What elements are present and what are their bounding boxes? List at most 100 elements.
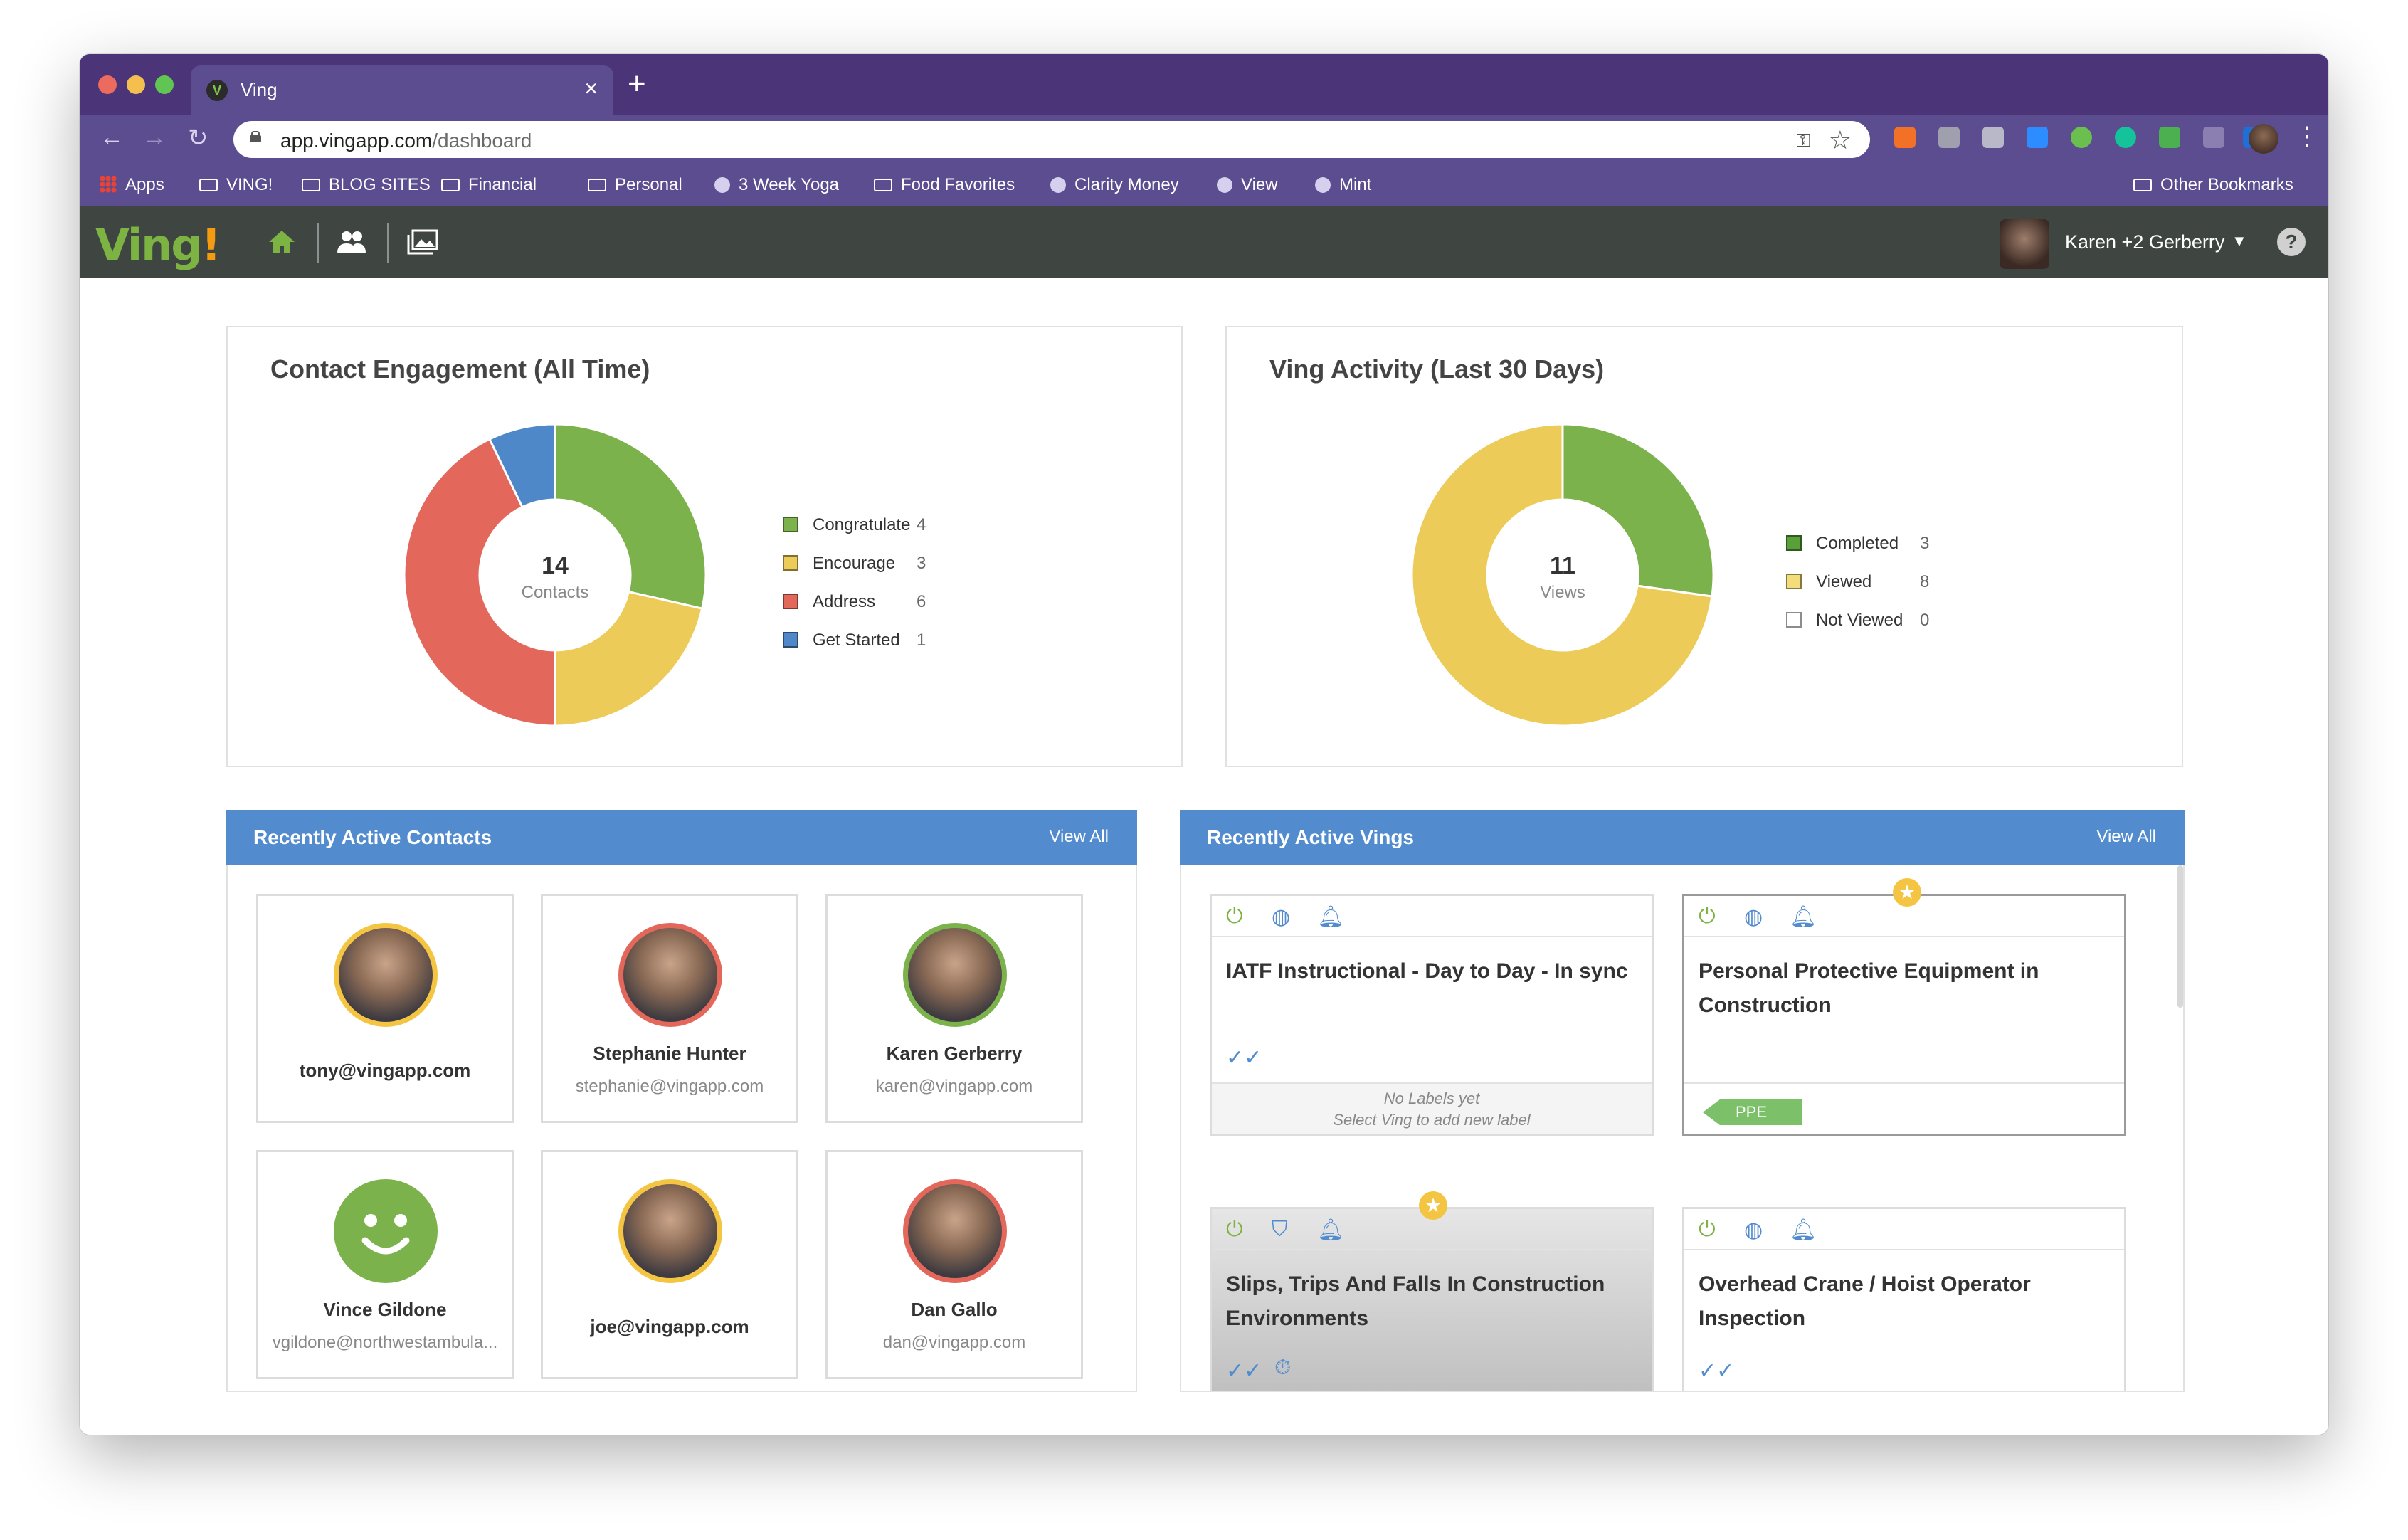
contact-card[interactable]: Dan Gallo dan@vingapp.com [825,1150,1083,1379]
contacts-icon[interactable] [336,228,367,256]
forward-arrow-icon[interactable]: → [142,124,167,151]
bookmark-food-favorites[interactable]: Food Favorites [874,175,1015,195]
chevron-down-icon[interactable]: ▼ [2232,232,2247,250]
help-icon[interactable]: ? [2277,228,2306,256]
ppe-label-tag[interactable]: PPE [1703,1099,1802,1125]
hubspot-sales-extension-icon[interactable] [2203,127,2224,148]
contact-email: joe@vingapp.com [590,1316,749,1337]
close-tab-icon[interactable]: × [584,75,598,101]
home-icon[interactable] [266,228,297,256]
divider [1212,1249,1652,1250]
gallery-icon[interactable] [407,228,438,256]
contact-email: dan@vingapp.com [882,1333,1026,1352]
activity-slice-viewed[interactable] [1410,423,1713,727]
legend-label: Address [813,592,876,611]
tab-title: Ving [241,79,278,100]
hubspot-extension-icon[interactable] [1894,127,1916,148]
back-arrow-icon[interactable]: ← [100,124,124,151]
contact-card[interactable]: joe@vingapp.com [541,1150,798,1379]
power-icon: ⏻ [1226,1218,1243,1241]
user-name[interactable]: Karen +2 Gerberry [2065,231,2225,253]
contact-email: stephanie@vingapp.com [575,1077,764,1096]
divider [1684,1082,2124,1084]
apps-grid-icon [100,176,117,193]
reload-icon[interactable]: ↻ [188,125,208,152]
bookmark-blog-sites[interactable]: BLOG SITES [302,175,431,195]
bookmark-star-icon[interactable]: ☆ [1828,125,1852,154]
nav-divider [387,223,389,263]
ving-card[interactable]: ⏻ ◍ 🔔︎ Overhead Crane / Hoist Operator I… [1682,1207,2126,1391]
smiley-avatar-icon [334,1179,438,1283]
legend-swatch [1786,612,1802,628]
engagement-slice-encourage[interactable] [554,590,704,727]
contacts-view-all-link[interactable]: View All [1049,827,1109,846]
profile-avatar[interactable] [2249,124,2278,154]
legend-swatch [1786,574,1802,589]
recent-vings-list: ⏻ ◍ 🔔︎ IATF Instructional - Day to Day -… [1180,865,2185,1392]
legend-label: Not Viewed [1816,611,1903,630]
recent-vings-header: Recently Active Vings View All [1180,810,2185,865]
bell-icon: 🔔︎ [1790,1218,1817,1242]
ving-card[interactable]: ⏻ ⛉ 🔔︎ Slips, Trips And Falls In Constru… [1210,1207,1654,1391]
contact-email: tony@vingapp.com [299,1060,471,1081]
contact-avatar [618,923,722,1027]
bookmark-personal[interactable]: Personal [588,175,682,195]
other-bookmarks[interactable]: Other Bookmarks [2133,175,2293,195]
bookmark-financial[interactable]: Financial [441,175,537,195]
contact-name: Vince Gildone [323,1299,447,1320]
close-window-button[interactable] [98,75,117,94]
ving-logo[interactable]: Ving! [95,219,221,271]
double-check-icon: ✓✓ [1699,1359,1735,1383]
vings-view-all-link[interactable]: View All [2096,827,2156,846]
zoom-extension-icon[interactable] [2027,127,2048,148]
maximize-window-button[interactable] [155,75,174,94]
ving-labels-area: No Labels yet Select Ving to add new lab… [1212,1082,1652,1134]
menu-kebab-icon[interactable]: ⋮ [2294,121,2320,150]
engagement-slice-address[interactable] [403,437,556,727]
hootsuite-extension-icon[interactable] [1982,127,2004,148]
bell-icon: 🔔︎ [1317,905,1345,929]
contact-card[interactable]: Stephanie Hunter stephanie@vingapp.com [541,894,798,1123]
divider [1684,936,2124,937]
no-labels-text: No Labels yet [1383,1090,1480,1107]
legend-value: 6 [917,592,926,611]
bookmark-ving[interactable]: VING! [199,175,273,195]
ving-title: Personal Protective Equipment in Constru… [1699,959,2039,1017]
ving-card[interactable]: ⏻ ◍ 🔔︎ Personal Protective Equipment in … [1682,894,2126,1136]
browser-tab[interactable]: V Ving × [191,65,613,115]
key-icon[interactable]: ⚿ [1796,130,1810,151]
contact-card[interactable]: Vince Gildone vgildone@northwestambula... [256,1150,514,1379]
evernote-extension-icon[interactable] [2159,127,2180,148]
activity-slice-completed[interactable] [1561,423,1715,598]
navigation-bar: ← → ↻ app.vingapp.com/dashboard ⚿ ☆ ⋮ [80,115,2328,162]
contact-card[interactable]: Karen Gerberry karen@vingapp.com [825,894,1083,1123]
engagement-slice-get-started[interactable] [488,423,556,509]
contact-card[interactable]: tony@vingapp.com [256,894,514,1123]
mail-extension-icon[interactable] [1938,127,1960,148]
bookmark-3-week-yoga[interactable]: 3 Week Yoga [714,175,839,195]
grammarly-extension-icon[interactable] [2115,127,2136,148]
contact-email: vgildone@northwestambula... [272,1333,498,1352]
bookmarks-bar: Apps VING! BLOG SITES Financial Personal… [80,162,2328,206]
tracker-extension-icon[interactable] [2071,127,2092,148]
ving-title: Overhead Crane / Hoist Operator Inspecti… [1699,1272,2031,1330]
bookmark-view[interactable]: View [1217,175,1278,195]
folder-icon [2133,179,2152,191]
scrollbar[interactable] [2177,865,2183,1008]
recent-contacts-list: tony@vingapp.com Stephanie Hunter stephani… [226,865,1137,1392]
bookmark-mint[interactable]: Mint [1315,175,1371,195]
minimize-window-button[interactable] [127,75,145,94]
legend-swatch [783,632,798,648]
new-tab-button[interactable]: + [628,66,646,101]
address-bar[interactable]: app.vingapp.com/dashboard ⚿ ☆ [233,121,1870,158]
engagement-slice-congratulate[interactable] [554,423,707,610]
bookmark-apps[interactable]: Apps [100,175,164,195]
contact-name: Stephanie Hunter [593,1043,746,1064]
activity-center-value: 11 [1550,552,1575,579]
recent-contacts-title: Recently Active Contacts [253,826,492,848]
bookmark-clarity-money[interactable]: Clarity Money [1050,175,1179,195]
activity-center-label: Views [1540,583,1585,602]
user-avatar[interactable] [2000,219,2049,269]
ving-card[interactable]: ⏻ ◍ 🔔︎ IATF Instructional - Day to Day -… [1210,894,1654,1136]
url-text: app.vingapp.com/dashboard [280,130,532,152]
